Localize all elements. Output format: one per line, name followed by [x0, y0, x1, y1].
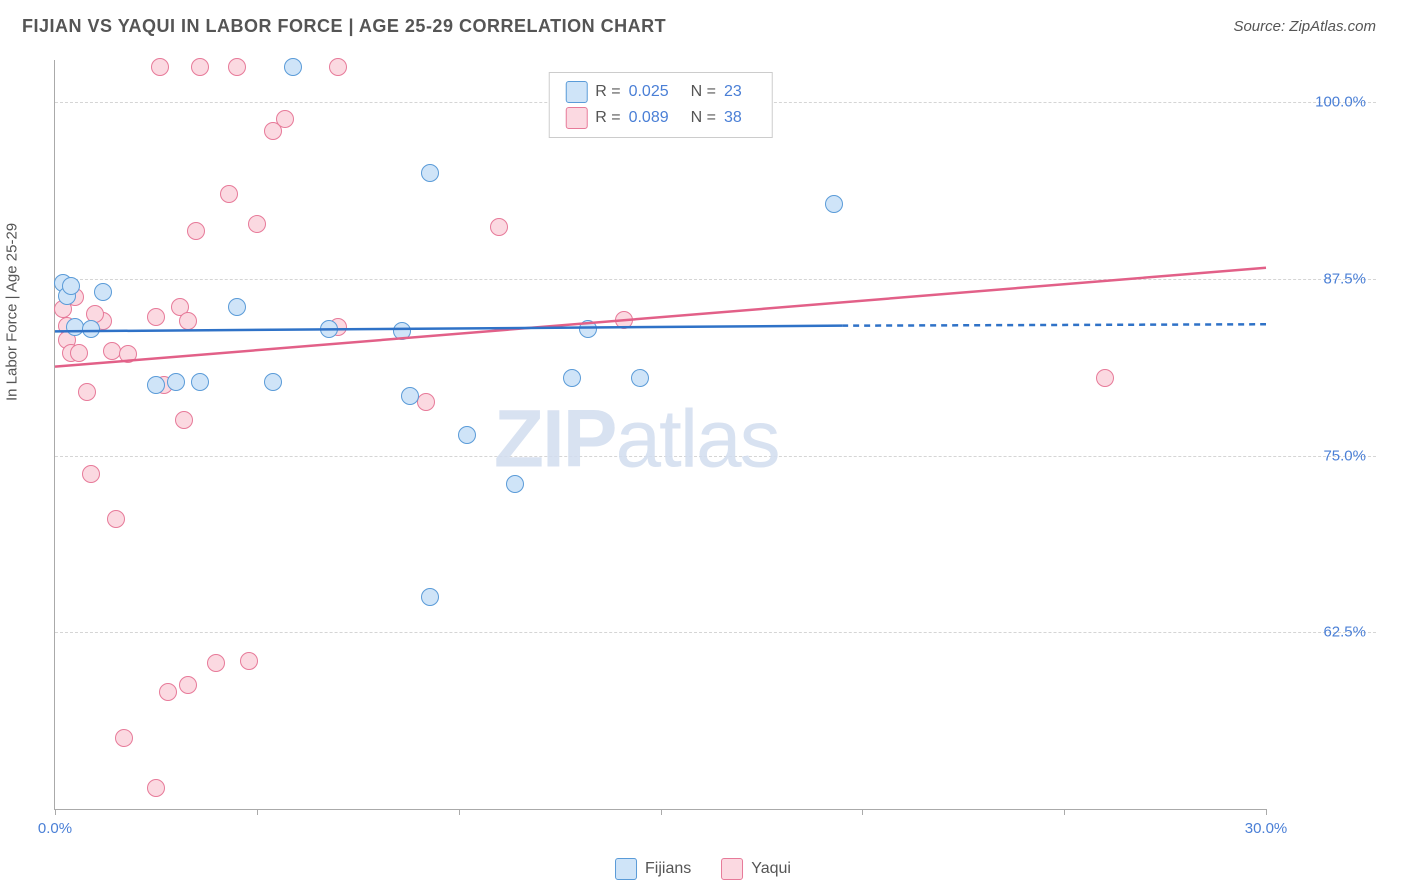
x-tick: [459, 809, 460, 815]
chart-container: In Labor Force | Age 25-29 ZIPatlas R =0…: [22, 50, 1376, 842]
trend-lines-svg: [55, 60, 1266, 809]
swatch-yaqui: [565, 107, 587, 129]
chart-title: FIJIAN VS YAQUI IN LABOR FORCE | AGE 25-…: [22, 16, 666, 37]
x-tick: [1064, 809, 1065, 815]
swatch-fijians: [565, 81, 587, 103]
y-tick-label: 75.0%: [1276, 447, 1366, 464]
x-tick: [1266, 809, 1267, 815]
y-tick-label: 62.5%: [1276, 624, 1366, 641]
x-tick-label: 30.0%: [1245, 820, 1288, 837]
y-tick-label: 100.0%: [1276, 94, 1366, 111]
legend-stats: R =0.025 N =23 R =0.089 N =38: [548, 72, 773, 138]
legend-item-fijians: Fijians: [615, 858, 691, 880]
x-tick-label: 0.0%: [38, 820, 72, 837]
source-label: Source: ZipAtlas.com: [1233, 18, 1376, 35]
x-tick: [661, 809, 662, 815]
swatch-yaqui-b: [721, 858, 743, 880]
x-tick: [257, 809, 258, 815]
y-axis-label: In Labor Force | Age 25-29: [4, 223, 21, 401]
legend-label-fijians: Fijians: [645, 860, 691, 878]
legend-stats-yaqui: R =0.089 N =38: [565, 105, 756, 131]
legend-stats-fijians: R =0.025 N =23: [565, 79, 756, 105]
y-tick-label: 87.5%: [1276, 271, 1366, 288]
plot-area: ZIPatlas R =0.025 N =23 R =0.089 N =38 6…: [54, 60, 1266, 810]
x-tick: [862, 809, 863, 815]
swatch-fijians-b: [615, 858, 637, 880]
legend-label-yaqui: Yaqui: [751, 860, 791, 878]
legend-bottom: Fijians Yaqui: [615, 858, 791, 880]
x-tick: [55, 809, 56, 815]
legend-item-yaqui: Yaqui: [721, 858, 791, 880]
